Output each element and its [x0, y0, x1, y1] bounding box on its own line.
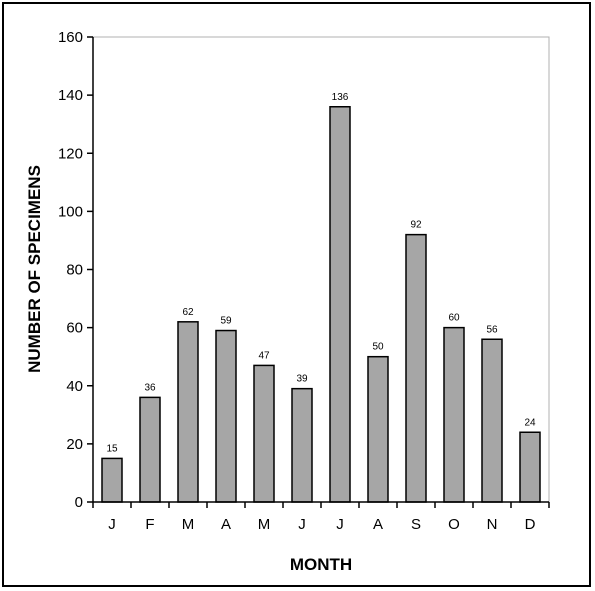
x-tick-label: A: [373, 516, 383, 533]
x-tick-label: O: [448, 516, 460, 533]
bar: [253, 364, 275, 503]
x-tick-label: D: [525, 516, 536, 533]
y-tick-label: 100: [58, 203, 83, 220]
y-axis: 0 20 40 60 80 100 120 140 160: [58, 29, 94, 511]
bar-value-label: 50: [372, 342, 384, 353]
bar: [101, 457, 123, 503]
bar-value-label: 136: [332, 92, 349, 103]
x-tick-label: M: [182, 516, 195, 533]
bar-value-label: 92: [410, 220, 422, 231]
bar: [291, 387, 313, 503]
data-labels: 15 36 62 59 47 39 136 50 92 60 56 24: [106, 92, 536, 455]
bar-value-label: 47: [258, 350, 270, 361]
bar: [443, 326, 465, 503]
bar: [329, 106, 351, 503]
bar: [481, 338, 503, 503]
bar-value-label: 36: [144, 382, 156, 393]
bar: [519, 431, 541, 503]
y-tick-label: 160: [58, 29, 83, 46]
x-tick-label: N: [487, 516, 498, 533]
x-tick-label: S: [411, 516, 421, 533]
bar-value-label: 56: [486, 324, 498, 335]
bar-value-label: 59: [220, 316, 232, 327]
bar-series: [101, 106, 541, 503]
x-tick-label: J: [108, 516, 116, 533]
x-tick-label: J: [298, 516, 306, 533]
x-axis-title: MONTH: [290, 555, 352, 574]
x-tick-label: A: [221, 516, 231, 533]
bar-value-label: 39: [296, 374, 308, 385]
bar-value-label: 24: [524, 417, 536, 428]
x-tick-label: F: [145, 516, 154, 533]
bar: [139, 396, 161, 503]
bar: [177, 321, 199, 503]
bar-value-label: 62: [182, 307, 194, 318]
y-tick-label: 60: [66, 320, 83, 337]
y-tick-label: 140: [58, 87, 83, 104]
y-tick-label: 20: [66, 436, 83, 453]
bar: [215, 329, 237, 503]
x-tick-label: M: [258, 516, 271, 533]
bar-value-label: 60: [448, 313, 460, 324]
plot-area: [92, 36, 550, 503]
y-tick-label: 40: [66, 378, 83, 395]
x-tick-label: J: [336, 516, 344, 533]
bar: [367, 355, 389, 503]
y-tick-label: 80: [66, 262, 83, 279]
y-tick-label: 0: [75, 494, 83, 511]
y-tick-label: 120: [58, 145, 83, 162]
bar: [405, 233, 427, 503]
bar-value-label: 15: [106, 443, 118, 454]
y-axis-title: NUMBER OF SPECIMENS: [25, 165, 44, 373]
